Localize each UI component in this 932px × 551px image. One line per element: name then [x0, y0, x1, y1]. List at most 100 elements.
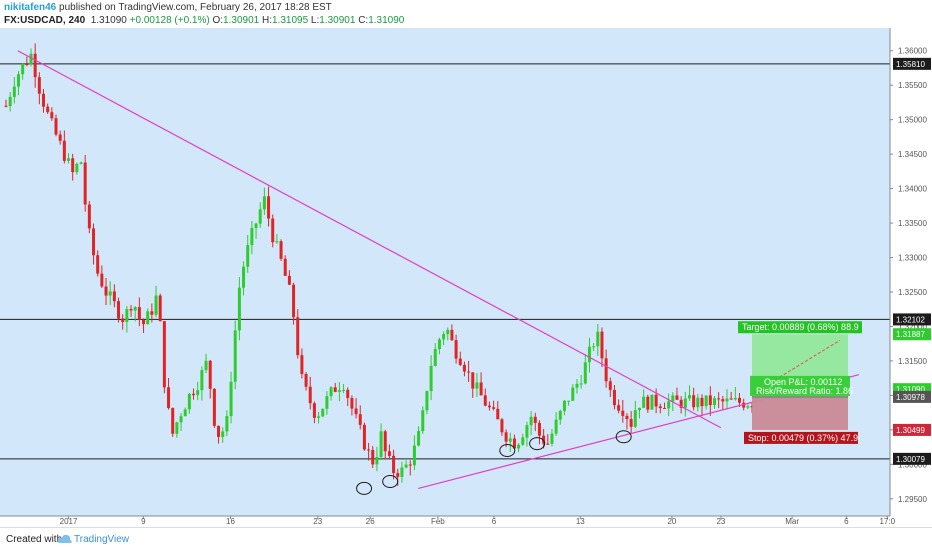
candle-down [471, 372, 475, 389]
time-tick-label: 23 [716, 517, 725, 526]
candle-up [179, 416, 183, 423]
candle-down [296, 317, 300, 356]
price-tick-label: 1.35000 [898, 116, 927, 125]
candle-down [4, 105, 8, 107]
open-pnl-label: Open P&L: 0.00112 [764, 377, 842, 387]
candle-up [21, 64, 25, 75]
high-value: 1.31095 [271, 15, 309, 26]
candle-down [467, 371, 471, 373]
candle-down [271, 218, 275, 243]
candle-down [600, 331, 604, 359]
candle-down [87, 204, 91, 229]
candle-up [554, 419, 558, 434]
candle-up [725, 398, 729, 402]
candle-up [125, 309, 129, 323]
time-tick-label: 2017 [60, 517, 78, 526]
candle-down [46, 106, 50, 113]
candle-up [650, 394, 654, 410]
symbol-label: FX:USDCAD, 240 [4, 15, 86, 26]
candle-down [150, 311, 154, 315]
swing-low-circle[interactable] [382, 475, 399, 489]
candle-up [696, 397, 700, 408]
candle-down [300, 355, 304, 374]
candle-up [375, 457, 379, 465]
candle-up [421, 410, 425, 432]
tradingview-brand[interactable]: TradingView [74, 534, 130, 545]
candle-down [212, 388, 216, 426]
candle-down [162, 321, 166, 388]
candle-down [283, 258, 287, 276]
candle-up [79, 162, 83, 164]
candle-up [246, 245, 250, 267]
price-axis: 1.36000 1.35500 1.35000 1.34500 1.34000 1.335… [889, 28, 932, 527]
candle-up [521, 437, 525, 445]
candle-down [504, 432, 508, 442]
swing-low-circle[interactable] [529, 437, 546, 451]
candle-down [450, 329, 454, 341]
swing-low-circle[interactable] [356, 481, 373, 495]
price-tick-label: 1.29500 [898, 495, 927, 504]
candle-down [279, 241, 283, 259]
pnl-box [750, 375, 850, 396]
price-marker-stop [893, 423, 931, 436]
trendline[interactable] [17, 50, 722, 429]
candle-up [667, 401, 671, 409]
price-marker-label: 1.30978 [896, 393, 925, 402]
plot-area[interactable] [0, 28, 890, 516]
candle-up [67, 158, 71, 161]
candle-down [100, 273, 104, 287]
candle-up [29, 53, 33, 65]
price-chart[interactable]: Target: 0.00889 (0.68%) 88.9 Open P&L: 0.… [0, 28, 932, 527]
price-tick-label: 1.34500 [898, 150, 927, 159]
candle-down [37, 77, 41, 94]
candle-up [425, 391, 429, 411]
candle-up [671, 395, 675, 402]
level-price-label: 1.32102 [896, 315, 925, 324]
price-tick-label: 1.33500 [898, 219, 927, 228]
candle-down [208, 360, 212, 389]
candle-down [383, 431, 387, 452]
candle-up [400, 467, 404, 477]
candle-down [646, 396, 650, 410]
candle-down [729, 398, 733, 400]
swing-low-circle[interactable] [615, 430, 632, 444]
candle-down [267, 196, 271, 219]
candle-down [679, 399, 683, 408]
time-tick-label: 9 [141, 517, 146, 526]
candle-down [658, 406, 662, 409]
price-tick-label: 1.35500 [898, 81, 927, 90]
candle-up [429, 365, 433, 392]
candle-down [350, 397, 354, 409]
candle-up [550, 433, 554, 444]
candle-down [546, 443, 550, 445]
candle-up [75, 163, 79, 173]
level-price-label: 1.30079 [896, 455, 925, 464]
chart-header: nikitafen46 published on TradingView.com… [0, 0, 932, 28]
candle-up [242, 266, 246, 288]
stop-zone[interactable] [752, 396, 848, 430]
candle-down [42, 93, 46, 107]
candle-up [529, 416, 533, 426]
author-link[interactable]: nikitafen46 [4, 2, 57, 13]
time-axis-bg[interactable] [0, 516, 932, 527]
candle-up [712, 398, 716, 406]
price-tick-label: 1.34000 [898, 185, 927, 194]
candle-down [479, 382, 483, 396]
candle-up [175, 422, 179, 434]
price-axis-bg[interactable] [890, 28, 932, 527]
swing-low-circle[interactable] [499, 444, 516, 458]
candle-up [587, 346, 591, 363]
footer: Created with TradingView [0, 527, 932, 551]
price-change: +0.00128 (+0.1%) [129, 15, 210, 26]
level-price-tag [893, 313, 931, 326]
candle-up [233, 330, 237, 382]
candle-down [654, 394, 658, 407]
candle-down [158, 295, 162, 322]
time-tick-label: 16 [226, 517, 235, 526]
candle-down [62, 140, 66, 161]
level-price-tag [893, 57, 931, 70]
candle-down [192, 393, 196, 396]
ohlc-line: FX:USDCAD, 240 1.31090 +0.00128 (+0.1%) … [4, 15, 404, 26]
candle-up [437, 339, 441, 350]
candle-down [387, 451, 391, 456]
